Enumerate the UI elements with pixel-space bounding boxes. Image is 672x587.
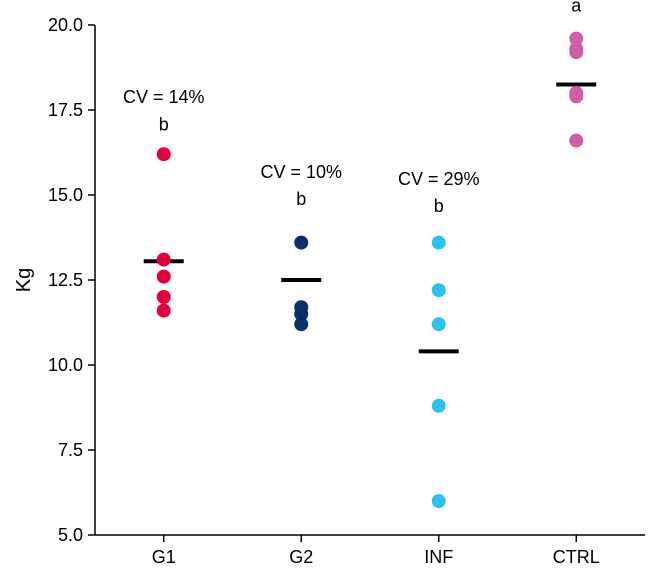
x-tick-label: G1: [152, 547, 176, 567]
y-tick-label: 12.5: [48, 270, 83, 290]
y-tick-label: 15.0: [48, 185, 83, 205]
y-tick-label: 17.5: [48, 100, 83, 120]
data-point: [157, 304, 171, 318]
y-tick-label: 5.0: [58, 525, 83, 545]
y-tick-label: 20.0: [48, 15, 83, 35]
letter-annotation: b: [296, 189, 306, 209]
x-tick-label: CTRL: [553, 547, 600, 567]
cv-annotation: CV = 14%: [123, 87, 205, 107]
data-point: [569, 134, 583, 148]
x-tick-label: INF: [424, 547, 453, 567]
data-point: [157, 253, 171, 267]
data-point: [432, 317, 446, 331]
data-point: [294, 317, 308, 331]
cv-annotation: CV = 10%: [260, 162, 342, 182]
letter-annotation: b: [434, 196, 444, 216]
letter-annotation: b: [159, 114, 169, 134]
x-tick-label: G2: [289, 547, 313, 567]
data-point: [432, 283, 446, 297]
data-point: [157, 270, 171, 284]
data-point: [157, 147, 171, 161]
y-axis-label: Kg: [13, 268, 35, 292]
data-point: [294, 236, 308, 250]
scatter-chart: 5.0 7.5 10.0 12.5 15.0 17.5 20.0 Kg G1 G2 INF CTRL C…: [0, 0, 672, 587]
data-point: [569, 45, 583, 59]
data-point: [569, 89, 583, 103]
data-point: [432, 494, 446, 508]
y-tick-label: 7.5: [58, 440, 83, 460]
data-point: [432, 399, 446, 413]
y-tick-label: 10.0: [48, 355, 83, 375]
letter-annotation: a: [571, 0, 582, 15]
data-point: [432, 236, 446, 250]
data-point: [157, 290, 171, 304]
cv-annotation: CV = 29%: [398, 169, 480, 189]
